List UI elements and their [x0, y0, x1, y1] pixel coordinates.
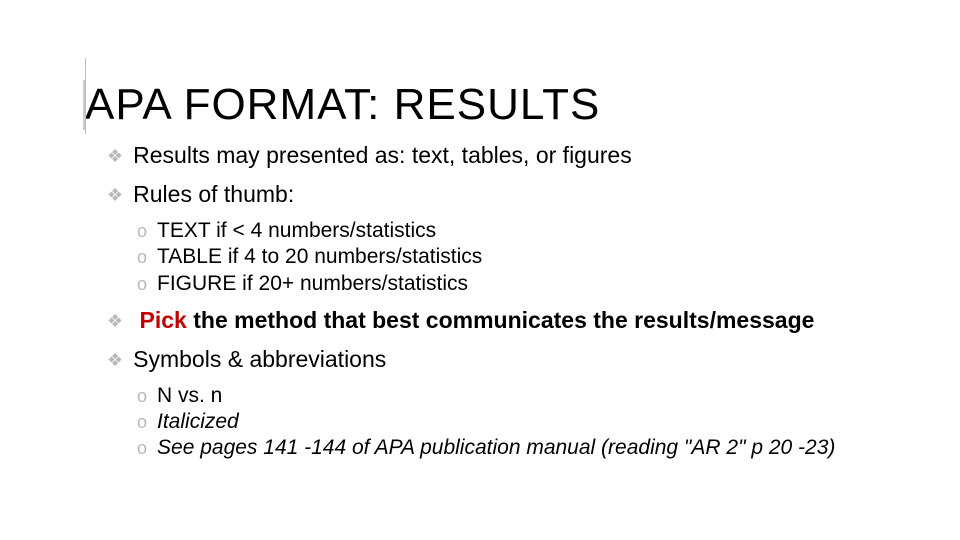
slide-body: ❖ Results may presented as: text, tables… — [85, 140, 890, 462]
bullet-text: Symbols & abbreviations — [133, 344, 890, 375]
sub-item: o Italicized — [137, 409, 890, 435]
sub-text: N vs. n — [157, 383, 890, 409]
diamond-bullet-icon: ❖ — [107, 348, 123, 372]
diamond-bullet-icon: ❖ — [107, 144, 123, 168]
circle-bullet-icon: o — [137, 411, 147, 434]
title-accent-bar — [85, 58, 86, 134]
bullet-item: ❖ Rules of thumb: — [107, 179, 890, 210]
circle-bullet-icon: o — [137, 437, 147, 460]
bullet-item: ❖ Results may presented as: text, tables… — [107, 140, 890, 171]
slide-title: APA FORMAT: RESULTS — [83, 80, 890, 130]
sub-text: TABLE if 4 to 20 numbers/statistics — [157, 244, 890, 270]
sub-item: o FIGURE if 20+ numbers/statistics — [137, 271, 890, 297]
bullet-item: ❖ Symbols & abbreviations — [107, 344, 890, 375]
sub-item: o N vs. n — [137, 383, 890, 409]
sub-item: o TEXT if < 4 numbers/statistics — [137, 218, 890, 244]
circle-bullet-icon: o — [137, 246, 147, 269]
circle-bullet-icon: o — [137, 385, 147, 408]
sub-item: o See pages 141 -144 of APA publication … — [137, 435, 890, 461]
sub-text: FIGURE if 20+ numbers/statistics — [157, 271, 890, 297]
bullet-text: Results may presented as: text, tables, … — [133, 140, 890, 171]
circle-bullet-icon: o — [137, 220, 147, 243]
bullet-text-rest: the method that best communicates the re… — [187, 307, 815, 333]
sub-text: TEXT if < 4 numbers/statistics — [157, 218, 890, 244]
bullet-text: Pick the method that best communicates t… — [133, 305, 890, 336]
bullet-item: ❖ Pick the method that best communicates… — [107, 305, 890, 336]
sub-item: o TABLE if 4 to 20 numbers/statistics — [137, 244, 890, 270]
slide: APA FORMAT: RESULTS ❖ Results may presen… — [0, 0, 960, 540]
sub-text: See pages 141 -144 of APA publication ma… — [157, 435, 890, 461]
diamond-bullet-icon: ❖ — [107, 183, 123, 207]
bullet-text-highlight: Pick — [140, 307, 187, 333]
sub-list: o TEXT if < 4 numbers/statistics o TABLE… — [107, 218, 890, 297]
diamond-bullet-icon: ❖ — [107, 309, 123, 333]
bullet-text: Rules of thumb: — [133, 179, 890, 210]
sub-list: o N vs. n o Italicized o See pages 141 -… — [107, 383, 890, 462]
circle-bullet-icon: o — [137, 273, 147, 296]
sub-text: Italicized — [157, 409, 890, 435]
